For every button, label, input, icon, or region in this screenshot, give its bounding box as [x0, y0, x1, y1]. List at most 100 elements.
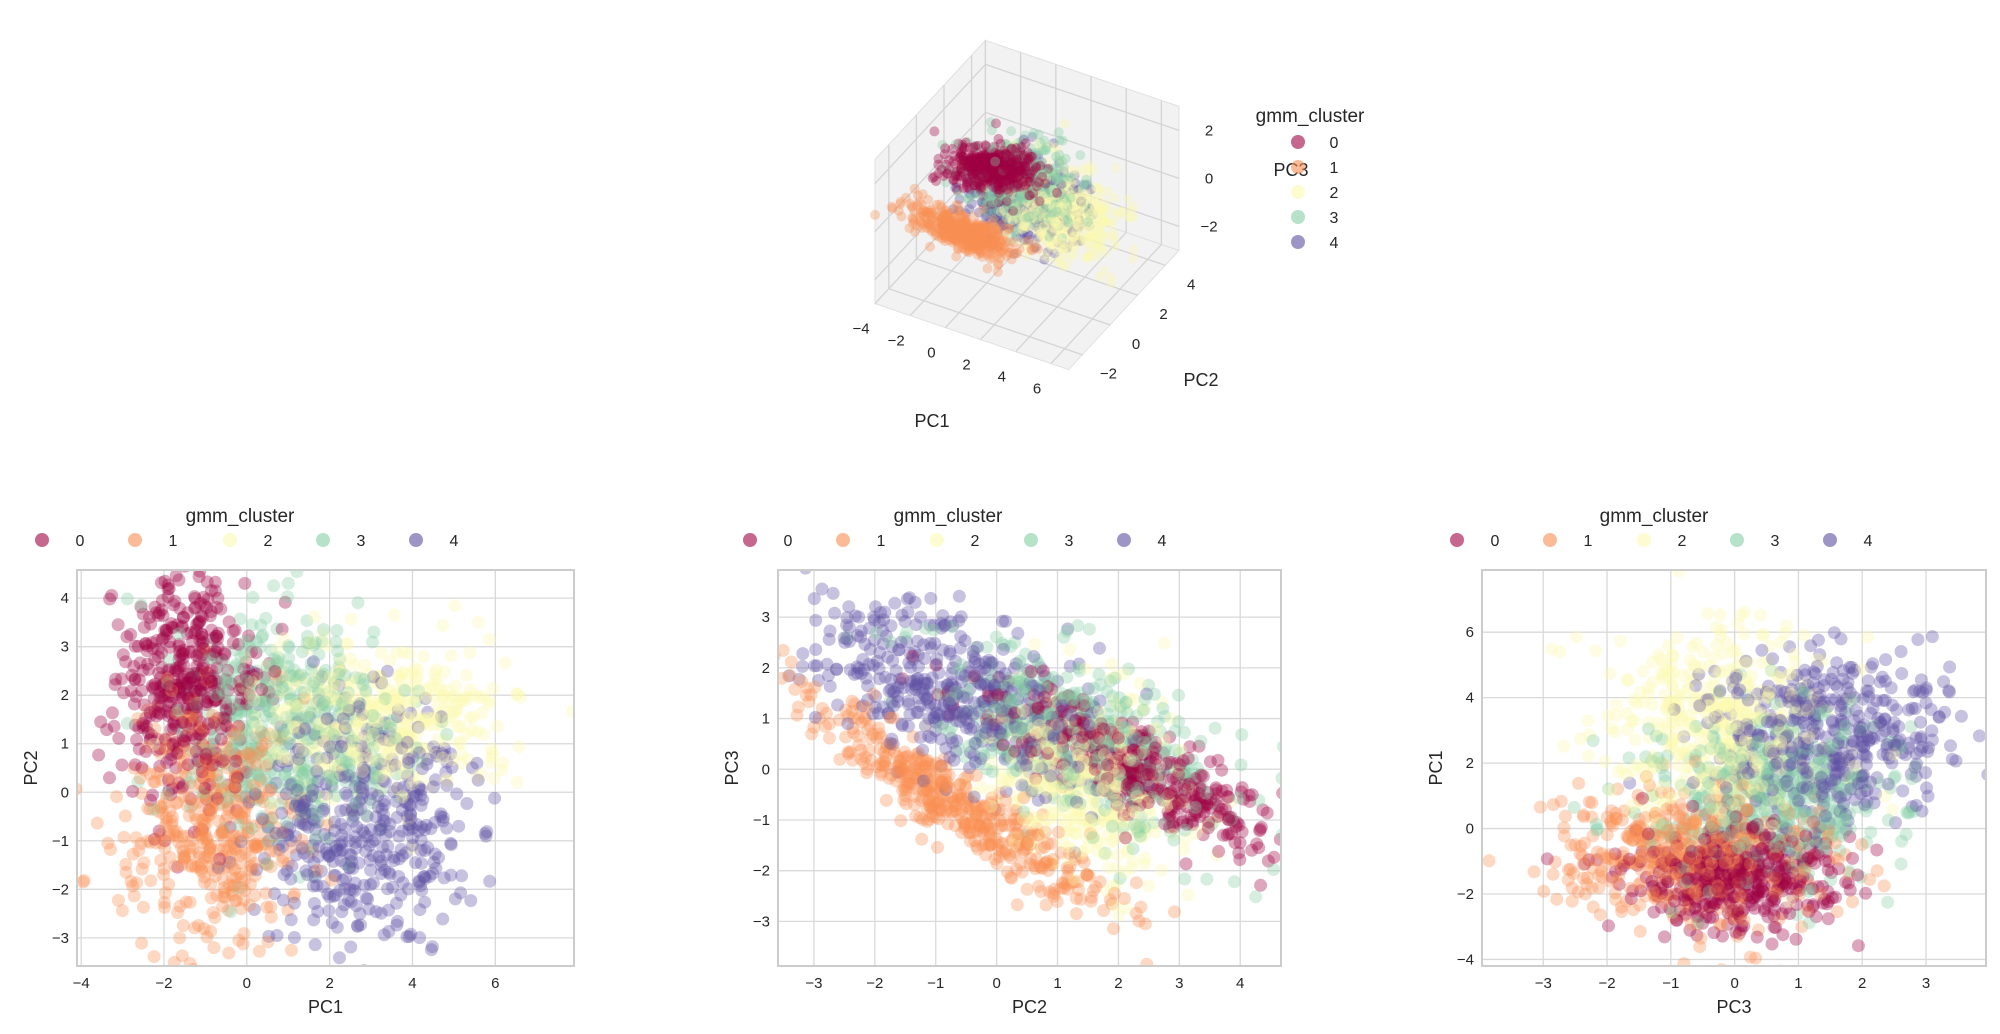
point-cluster-4 [939, 618, 952, 631]
y-tick-label: 3 [762, 609, 770, 626]
point-cluster-4 [406, 839, 419, 852]
point-cluster-1 [248, 857, 261, 870]
point-cluster-4 [436, 913, 449, 926]
point-cluster-2 [1097, 780, 1110, 793]
point-cluster-1 [861, 701, 874, 714]
y-tick-label: −4 [1457, 951, 1474, 968]
point-cluster-4 [418, 870, 431, 883]
point-cluster-3 [253, 770, 266, 783]
x-tick-label: 0 [992, 975, 1000, 992]
point-cluster-0 [194, 537, 207, 550]
point-cluster-2 [438, 666, 451, 679]
point-cluster-2 [290, 700, 303, 713]
point-cluster-4 [310, 765, 323, 778]
point-cluster-2 [1182, 888, 1195, 901]
point-cluster-3 [988, 704, 1001, 717]
point-cluster-0 [1180, 857, 1193, 870]
point-cluster-3 [1127, 842, 1140, 855]
point-cluster-0 [1353, 912, 1366, 925]
point-cluster-4 [828, 607, 841, 620]
point-cluster-0 [1164, 786, 1177, 799]
point-cluster-1 [276, 855, 289, 868]
point-cluster-4 [291, 784, 304, 797]
point-cluster-2 [1080, 662, 1093, 675]
point-cluster-2 [1155, 864, 1168, 877]
point-cluster-3 [121, 592, 134, 605]
point-cluster-0 [1193, 787, 1206, 800]
point-cluster-0 [1112, 732, 1125, 745]
point-cluster-1 [237, 832, 250, 845]
point-cluster-0 [1246, 788, 1259, 801]
point-cluster-1 [880, 794, 893, 807]
y-tick-label: 2 [762, 660, 770, 677]
point-cluster-4 [445, 838, 458, 851]
point-cluster-3 [1060, 671, 1073, 684]
point-cluster-4 [364, 864, 377, 877]
point-cluster-0 [996, 739, 1009, 752]
point-cluster-1 [201, 931, 214, 944]
point-cluster-1 [998, 847, 1011, 860]
legend-marker-2 [930, 533, 944, 547]
point-cluster-4 [831, 699, 844, 712]
point-cluster-4 [966, 708, 979, 721]
point-cluster-0 [139, 745, 152, 758]
point-cluster-4 [920, 693, 933, 706]
point-cluster-4 [854, 631, 867, 644]
point-cluster-4 [381, 840, 394, 853]
point-cluster-1 [976, 839, 989, 852]
point-cluster-4 [796, 660, 809, 673]
point-cluster-3 [326, 773, 339, 786]
point-cluster-0 [1119, 831, 1132, 844]
point-cluster-4 [840, 619, 853, 632]
point-cluster-1 [197, 836, 210, 849]
point-cluster-1 [214, 828, 227, 841]
point-cluster-0 [202, 717, 215, 730]
point-cluster-1 [183, 809, 196, 822]
point-cluster-1 [820, 707, 833, 720]
y-tick-label: 0 [61, 784, 69, 801]
point-cluster-4 [426, 940, 439, 953]
point-cluster-4 [993, 671, 1006, 684]
point-cluster-4 [1011, 627, 1024, 640]
point-cluster-1 [863, 720, 876, 733]
point-cluster-2 [1113, 765, 1126, 778]
x-tick-label: 3 [1922, 975, 1930, 992]
point-cluster-3 [256, 557, 269, 570]
legend-marker-3 [1024, 533, 1038, 547]
point-cluster-1 [802, 695, 815, 708]
point-cluster-1 [154, 854, 167, 867]
point-cluster-4 [954, 642, 967, 655]
point-cluster-0 [215, 733, 228, 746]
point-cluster-2 [1091, 844, 1104, 857]
point-cluster-0 [120, 630, 133, 643]
point-cluster-1 [954, 789, 967, 802]
point-cluster-0 [1286, 773, 1299, 786]
point-cluster-4 [373, 824, 386, 837]
point-cluster-3 [1156, 702, 1169, 715]
point-cluster-2 [1105, 657, 1118, 670]
y-tick-label: 4 [61, 590, 69, 607]
point-cluster-4 [396, 825, 409, 838]
point-cluster-1 [221, 968, 234, 981]
point-cluster-2 [388, 609, 401, 622]
point-cluster-4 [967, 721, 980, 734]
point-cluster-4 [852, 611, 865, 624]
point-cluster-4 [811, 531, 824, 544]
point-cluster-2 [1028, 638, 1041, 651]
point-cluster-3 [1194, 735, 1207, 748]
point-cluster-3 [1228, 875, 1241, 888]
point-cluster-4 [901, 593, 914, 606]
x-tick-label: −2 [155, 975, 172, 992]
point-cluster-4 [296, 842, 309, 855]
point-cluster-0 [1255, 821, 1268, 834]
point-cluster-4 [946, 736, 959, 749]
point-cluster-0 [189, 733, 202, 746]
point-cluster-2 [491, 720, 504, 733]
point-cluster-1 [839, 731, 852, 744]
point-cluster-1 [927, 759, 940, 772]
point-cluster-4 [301, 868, 314, 881]
point-cluster-2 [1042, 741, 1055, 754]
point-cluster-1 [833, 753, 846, 766]
point-cluster-1 [999, 794, 1012, 807]
point-cluster-3 [1235, 728, 1248, 741]
